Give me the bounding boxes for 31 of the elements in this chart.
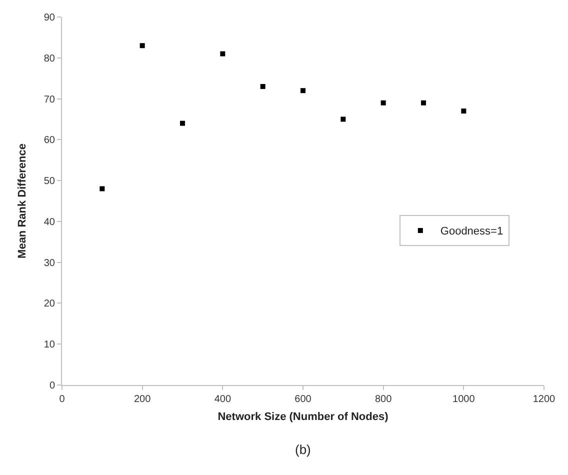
y-tick-label: 70 <box>44 94 56 106</box>
point <box>180 120 185 126</box>
legend-label: Goodness=1 <box>440 226 504 238</box>
x-tick-label: 800 <box>374 394 392 405</box>
y-tick-label: 40 <box>44 216 56 228</box>
x-axis-title: Network Size (Number of Nodes) <box>218 411 389 424</box>
text: (b) <box>295 442 311 457</box>
y-tick-label: 60 <box>44 135 56 146</box>
point <box>380 100 386 106</box>
x-tick-label: 200 <box>134 394 152 405</box>
x-tick-label: 0 <box>59 394 66 405</box>
point <box>421 100 426 106</box>
point <box>300 88 306 94</box>
y-tick-label: 90 <box>44 12 56 24</box>
x-tick-label: 600 <box>294 394 312 405</box>
y-tick-label: 80 <box>44 53 56 64</box>
point <box>220 51 226 56</box>
y-tick-label: 0 <box>49 380 56 392</box>
point <box>260 84 266 90</box>
y-tick-label: 30 <box>44 258 56 269</box>
y-tick-label: 50 <box>44 176 56 188</box>
x-tick-label: 1200 <box>532 394 556 405</box>
point <box>340 116 346 122</box>
y-tick-label: 10 <box>44 340 56 351</box>
y-axis-title: Mean Rank Difference <box>16 144 29 258</box>
x-tick-label: 400 <box>214 394 232 405</box>
point <box>100 186 105 192</box>
point <box>140 43 145 48</box>
y-tick-label: 20 <box>44 298 56 310</box>
point <box>461 108 466 114</box>
x-tick-label: 1000 <box>452 394 476 405</box>
